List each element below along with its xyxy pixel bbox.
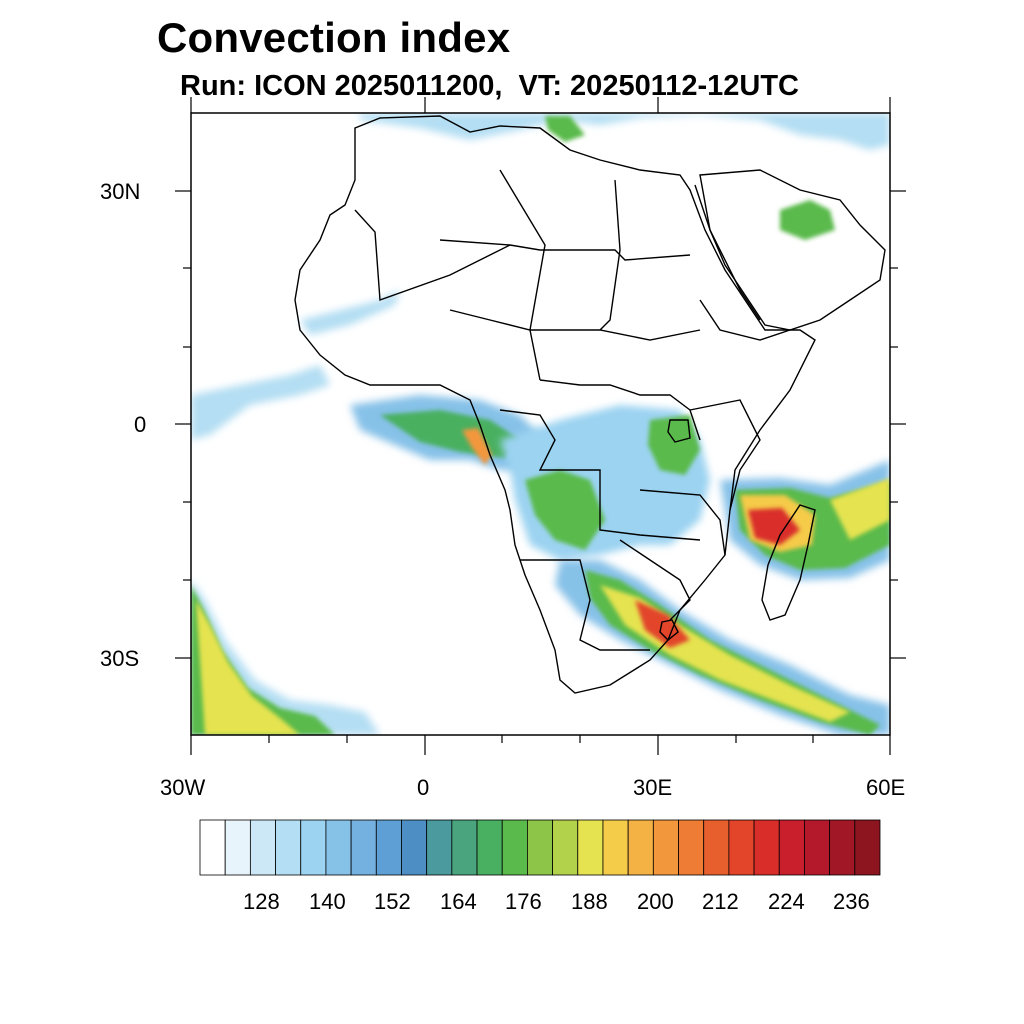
colorbar-swatch-10 [451, 819, 478, 876]
lat-label-30n: 30N [100, 179, 141, 204]
field-indian-core [748, 508, 800, 545]
colorbar-swatch-5 [325, 819, 352, 876]
border-3 [499, 169, 546, 381]
border-7 [499, 409, 701, 541]
lon-label-0: 0 [417, 775, 430, 800]
colorbar [199, 819, 881, 876]
arabia [699, 169, 886, 331]
field-south-atlantic-core [196, 600, 300, 735]
colorbar-swatch-21 [728, 819, 755, 876]
colorbar-swatch-4 [300, 819, 327, 876]
colorbar-label-176: 176 [505, 889, 542, 914]
colorbar-swatch-3 [275, 819, 302, 876]
field-med [360, 113, 890, 150]
map-subtitle: Run: ICON 2025011200, VT: 20250112-12UTC [180, 70, 799, 102]
lake-victoria [667, 419, 691, 443]
colorbar-swatch-6 [350, 819, 377, 876]
convection-field [191, 113, 890, 735]
madagascar [761, 504, 816, 621]
border-8 [520, 559, 650, 651]
colorbar-swatch-20 [703, 819, 730, 876]
colorbar-label-164: 164 [440, 889, 477, 914]
colorbar-swatch-7 [375, 819, 402, 876]
colorbar-label-152: 152 [374, 889, 411, 914]
border-2 [354, 209, 511, 301]
lon-label-60e: 60E [866, 775, 906, 800]
field-arabia [780, 200, 835, 240]
lon-label-30e: 30E [633, 775, 673, 800]
colorbar-label-128: 128 [243, 889, 280, 914]
colorbar-swatch-14 [552, 819, 579, 876]
colorbar-label-212: 212 [702, 889, 739, 914]
border-4 [599, 179, 621, 331]
map-title: Convection index [157, 14, 511, 61]
field-indian-east [830, 478, 890, 540]
colorbar-swatch-1 [224, 819, 251, 876]
border-1 [439, 239, 691, 261]
field-nw-africa [300, 290, 400, 335]
colorbar-swatch-8 [401, 819, 428, 876]
lesotho [659, 619, 679, 641]
field-se-africa-core [635, 600, 690, 648]
colorbar-swatch-11 [476, 819, 503, 876]
colorbar-swatch-15 [577, 819, 604, 876]
colorbar-label-188: 188 [571, 889, 608, 914]
border-9 [619, 539, 691, 621]
colorbar-swatch-19 [678, 819, 705, 876]
colorbar-label-200: 200 [637, 889, 674, 914]
field-guinea-core [462, 428, 492, 465]
colorbar-label-140: 140 [309, 889, 346, 914]
africa-coastline [294, 115, 816, 694]
border-5 [449, 309, 701, 341]
lat-label-0: 0 [134, 412, 147, 437]
field-med-core [545, 116, 585, 142]
colorbar-swatch-24 [804, 819, 831, 876]
colorbar-label-224: 224 [768, 889, 805, 914]
lat-label-30s: 30S [100, 646, 140, 671]
tick-marks [175, 97, 906, 755]
colorbar-swatch-18 [652, 819, 679, 876]
colorbar-swatch-16 [602, 819, 629, 876]
border-10 [689, 399, 761, 511]
field-rwanda [648, 415, 700, 475]
red-sea [694, 184, 761, 321]
colorbar-swatch-17 [627, 819, 654, 876]
map-frame [190, 112, 891, 736]
colorbar-swatch-12 [501, 819, 528, 876]
colorbar-label-236: 236 [833, 889, 870, 914]
colorbar-swatch-25 [829, 819, 856, 876]
coastlines [294, 115, 886, 694]
border-12 [699, 299, 791, 341]
colorbar-swatch-23 [778, 819, 805, 876]
field-congo-mid [525, 470, 605, 550]
border-11 [639, 489, 726, 556]
field-west-equatorial [191, 365, 330, 440]
colorbar-swatch-0 [199, 819, 226, 876]
colorbar-swatch-13 [527, 819, 553, 876]
colorbar-swatch-9 [426, 819, 453, 876]
lon-label-30w: 30W [160, 775, 206, 800]
colorbar-swatch-22 [753, 819, 780, 876]
colorbar-swatch-2 [249, 819, 276, 876]
colorbar-swatch-26 [854, 819, 881, 876]
